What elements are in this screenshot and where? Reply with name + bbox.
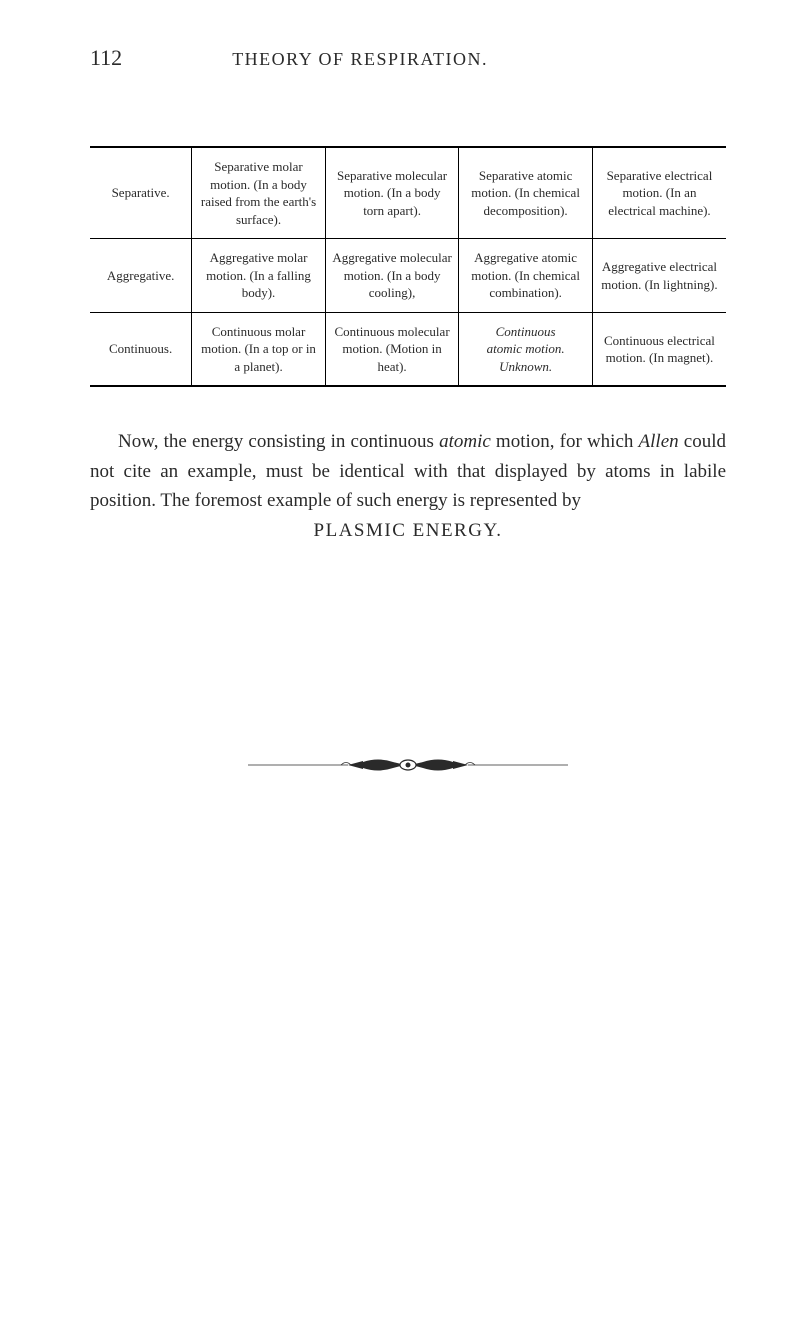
row-label: Aggregative.: [90, 239, 192, 313]
text-italic: atomic: [439, 431, 491, 452]
table-cell: Aggregative molecular motion. (In a body…: [325, 239, 459, 313]
row-label: Continuous.: [90, 312, 192, 386]
table-row: Separative. Separative molar motion. (In…: [90, 147, 726, 239]
energy-table: Separative. Separative molar motion. (In…: [90, 146, 726, 387]
table: Separative. Separative molar motion. (In…: [90, 146, 726, 387]
table-cell: Continuous atomic motion. Unknown.: [459, 312, 593, 386]
cell-line-italic: atomic motion.: [487, 341, 565, 356]
text-fragment: motion, for which: [491, 431, 639, 452]
cell-line-italic: Continuous: [496, 324, 556, 339]
table-cell: Aggregative electrical motion. (In light…: [592, 239, 726, 313]
ornament-divider: [90, 752, 726, 783]
table-row: Continuous. Continuous molar motion. (In…: [90, 312, 726, 386]
table-cell: Continuous electrical motion. (In magnet…: [592, 312, 726, 386]
table-cell: Separative atomic motion. (In chemical d…: [459, 147, 593, 239]
table-cell: Separative molecular motion. (In a body …: [325, 147, 459, 239]
row-label: Separative.: [90, 147, 192, 239]
table-cell: Aggregative molar motion. (In a falling …: [192, 239, 326, 313]
page-number: 112: [90, 45, 122, 71]
text-italic: Allen: [639, 431, 679, 452]
table-cell: Continuous molecular motion. (Motion in …: [325, 312, 459, 386]
text-fragment: Now, the energy consisting in continuous: [118, 431, 439, 452]
table-row: Aggregative. Aggregative molar motion. (…: [90, 239, 726, 313]
body-paragraph: Now, the energy consisting in continuous…: [90, 427, 726, 515]
table-cell: Separative electrical motion. (In an ele…: [592, 147, 726, 239]
running-title: THEORY OF RESPIRATION.: [232, 49, 488, 70]
table-cell: Separative molar motion. (In a body rais…: [192, 147, 326, 239]
plasmic-energy-title: PLASMIC ENERGY.: [90, 520, 726, 542]
flourish-icon: [243, 752, 573, 778]
table-cell: Continuous molar motion. (In a top or in…: [192, 312, 326, 386]
cell-line-italic: Unknown.: [499, 359, 552, 374]
table-cell: Aggregative atomic motion. (In chemical …: [459, 239, 593, 313]
page-header: 112 THEORY OF RESPIRATION.: [90, 45, 726, 71]
